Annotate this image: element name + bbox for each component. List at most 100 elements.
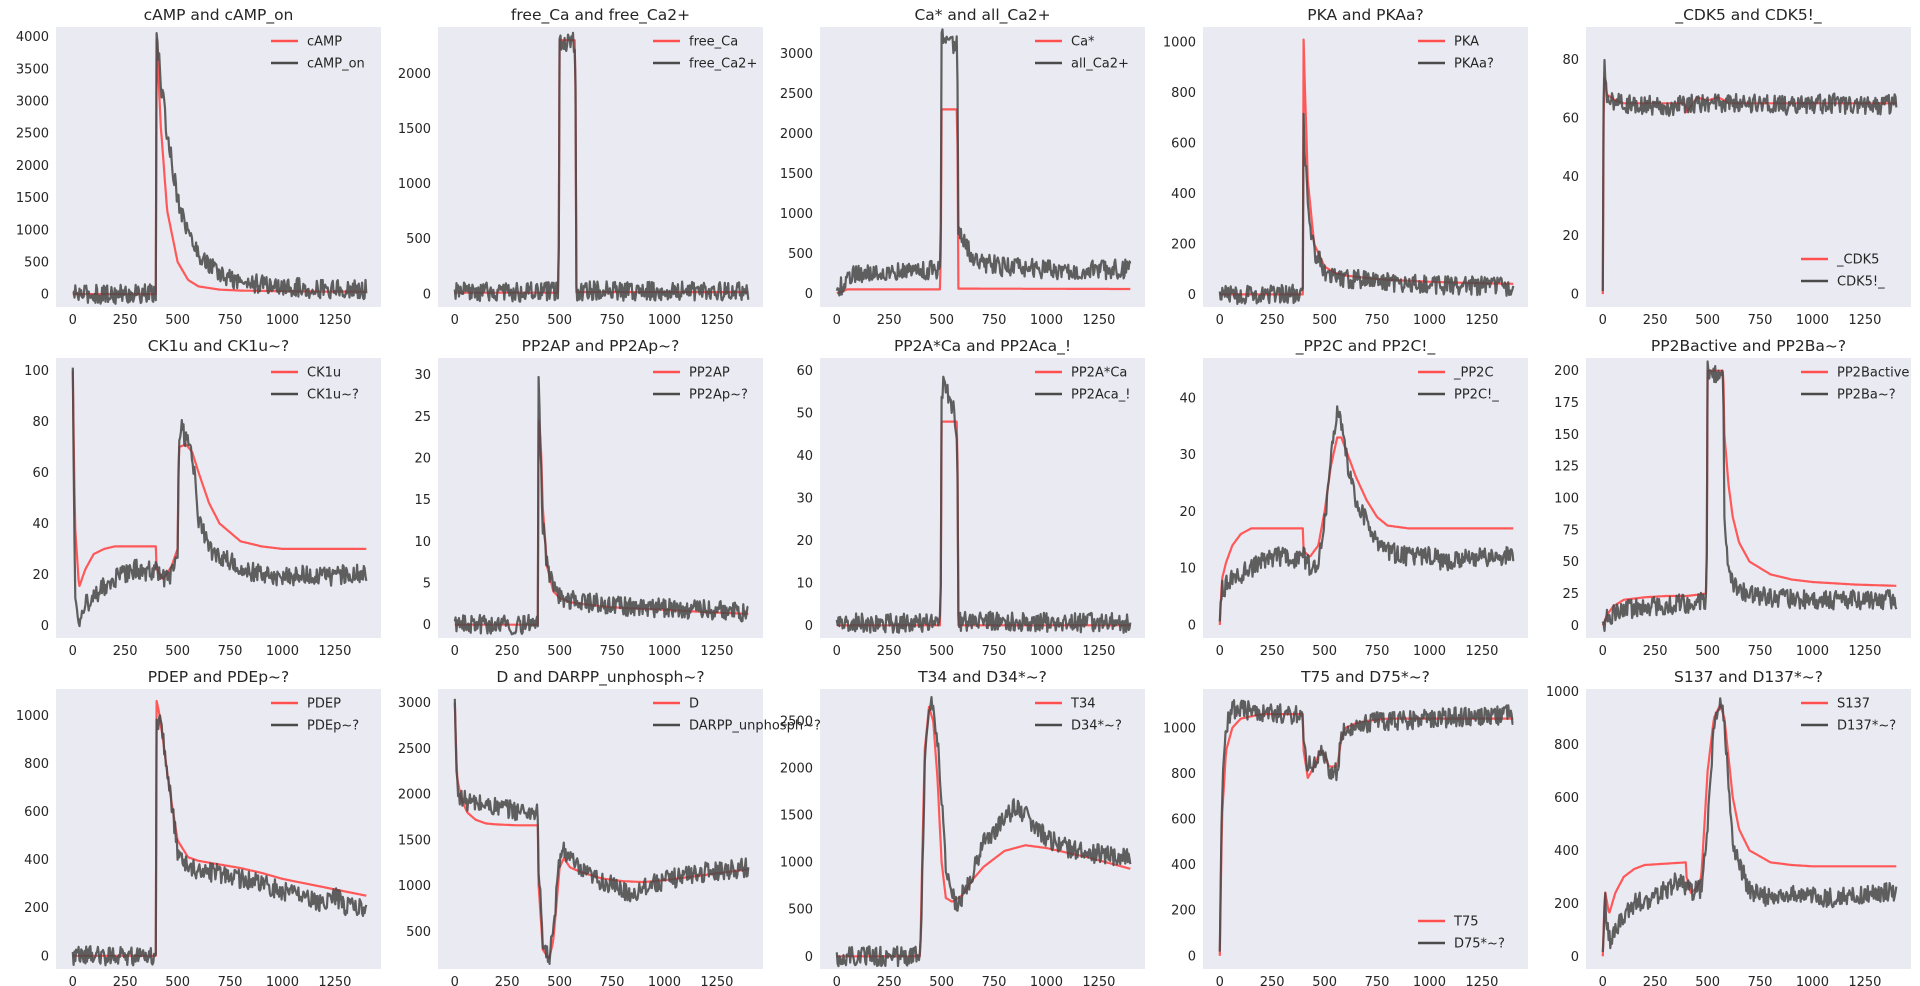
x-tick-label: 750	[1365, 644, 1390, 659]
legend: T34 D34*~?	[1035, 697, 1122, 734]
x-tick-label: 750	[1748, 975, 1773, 986]
subplot-2: free_Ca and free_Ca2+ 0 250 500 750 1000 1250 0…	[398, 6, 763, 328]
y-tick-label: 800	[24, 757, 49, 772]
x-tick-label: 1000	[266, 975, 299, 986]
x-tick-label: 250	[1643, 313, 1668, 328]
subplot-title: PP2AP and PP2Ap~?	[522, 337, 680, 355]
y-tick-label: 150	[1554, 428, 1579, 443]
y-tick-label: 1500	[398, 833, 431, 848]
x-tick-label: 1000	[1030, 975, 1063, 986]
y-tick-label: 400	[1171, 187, 1196, 202]
y-tick-label: 200	[1554, 897, 1579, 912]
y-tick-label: 1500	[780, 809, 813, 824]
x-tick-label: 1000	[1413, 313, 1446, 328]
series-lines	[835, 695, 1132, 968]
legend-label: T75	[1453, 915, 1478, 930]
series-line-secondary	[71, 714, 368, 967]
subplot-title: T75 and D75*~?	[1300, 668, 1430, 686]
legend: free_Ca free_Ca2+	[653, 35, 757, 72]
series-line-secondary	[453, 375, 749, 636]
y-tick-label: 500	[788, 903, 813, 918]
x-tick-label: 1250	[318, 313, 351, 328]
y-tick-label: 0	[1188, 618, 1196, 633]
legend: cAMP cAMP_on	[271, 35, 365, 72]
y-tick-label: 2500	[398, 742, 431, 757]
y-tick-label: 20	[1562, 229, 1579, 244]
y-tick-label: 0	[805, 950, 813, 965]
y-tick-label: 25	[1562, 587, 1579, 602]
subplot-5: _CDK5 and CDK5!_ 0 250 500 750 1000 1250 0 20 40 6…	[1562, 6, 1911, 328]
y-tick-label: 3000	[398, 696, 431, 711]
legend: D DARPP_unphosph~?	[653, 697, 821, 734]
plot-area	[820, 689, 1145, 969]
y-tick-label: 60	[796, 364, 813, 379]
x-tick-label: 750	[600, 975, 625, 986]
x-tick-label: 0	[1216, 313, 1224, 328]
y-tick-label: 200	[1554, 364, 1579, 379]
x-tick-label: 1250	[1848, 975, 1881, 986]
y-tick-label: 1500	[16, 191, 49, 206]
y-tick-label: 800	[1171, 86, 1196, 101]
x-tick-label: 1000	[1796, 975, 1829, 986]
x-tick-label: 1250	[700, 644, 733, 659]
x-tick-label: 250	[495, 313, 520, 328]
x-tick-label: 750	[218, 644, 243, 659]
y-tick-label: 3000	[780, 47, 813, 62]
subplot-6: CK1u and CK1u~? 0 250 500 750 1000 1250 0 20 40 60…	[24, 337, 381, 659]
series-lines	[71, 699, 368, 967]
subplot-title: cAMP and cAMP_on	[144, 6, 294, 25]
y-tick-label: 0	[1188, 288, 1196, 303]
x-tick-label: 250	[877, 313, 902, 328]
plot-area	[1586, 358, 1911, 638]
y-tick-label: 400	[1171, 858, 1196, 873]
legend-label: CK1u~?	[307, 388, 359, 403]
y-tick-label: 0	[1571, 950, 1579, 965]
y-tick-label: 40	[1179, 391, 1196, 406]
x-tick-label: 0	[1599, 644, 1607, 659]
legend-label: PP2Aca_!	[1071, 388, 1130, 403]
x-tick-label: 1250	[1082, 975, 1115, 986]
x-tick-label: 1000	[648, 975, 681, 986]
subplot-11: PDEP and PDEp~? 0 250 500 750 1000 1250 0 200 400…	[16, 668, 381, 986]
x-tick-label: 0	[69, 313, 77, 328]
plot-area	[1586, 689, 1911, 969]
y-tick-label: 800	[1171, 767, 1196, 782]
y-tick-label: 200	[1171, 237, 1196, 252]
y-tick-label: 40	[796, 449, 813, 464]
y-tick-label: 100	[1554, 492, 1579, 507]
series-lines	[453, 31, 750, 303]
legend-label: PP2Ap~?	[689, 388, 748, 403]
x-tick-label: 500	[1695, 975, 1720, 986]
legend-label: CK1u	[307, 366, 341, 381]
y-tick-label: 1500	[398, 122, 431, 137]
legend: _PP2C PP2C!_	[1418, 366, 1499, 403]
x-tick-label: 500	[929, 313, 954, 328]
series-line-primary	[72, 699, 367, 957]
y-tick-label: 75	[1562, 523, 1579, 538]
y-tick-label: 1000	[16, 709, 49, 724]
legend-label: PP2AP	[689, 366, 730, 381]
legend-label: D34*~?	[1071, 719, 1122, 734]
subplot-title: _PP2C and PP2C!_	[1295, 337, 1436, 356]
legend: PP2Bactive PP2Ba~?	[1801, 366, 1909, 403]
subplot-title: free_Ca and free_Ca2+	[511, 6, 690, 25]
y-tick-label: 60	[32, 466, 49, 481]
y-tick-label: 0	[41, 288, 49, 303]
legend-label: PP2C!_	[1454, 388, 1499, 403]
x-tick-label: 0	[1599, 313, 1607, 328]
legend-label: D75*~?	[1454, 937, 1505, 952]
y-tick-label: 3500	[16, 62, 49, 77]
y-tick-label: 0	[423, 287, 431, 302]
x-tick-label: 0	[1216, 644, 1224, 659]
x-tick-label: 500	[165, 975, 190, 986]
series-line-secondary	[835, 695, 1132, 968]
x-tick-label: 1250	[1848, 313, 1881, 328]
y-tick-label: 3000	[16, 95, 49, 110]
y-tick-label: 80	[32, 415, 49, 430]
y-tick-label: 200	[24, 901, 49, 916]
subplot-1: cAMP and cAMP_on 0 250 500 750 1000 1250 0 500 10…	[16, 6, 381, 328]
subplot-12: D and DARPP_unphosph~? 0 250 500 750 1000 1250…	[398, 668, 821, 986]
x-tick-label: 750	[1365, 975, 1390, 986]
y-tick-label: 0	[1571, 288, 1579, 303]
y-tick-label: 25	[414, 410, 431, 425]
